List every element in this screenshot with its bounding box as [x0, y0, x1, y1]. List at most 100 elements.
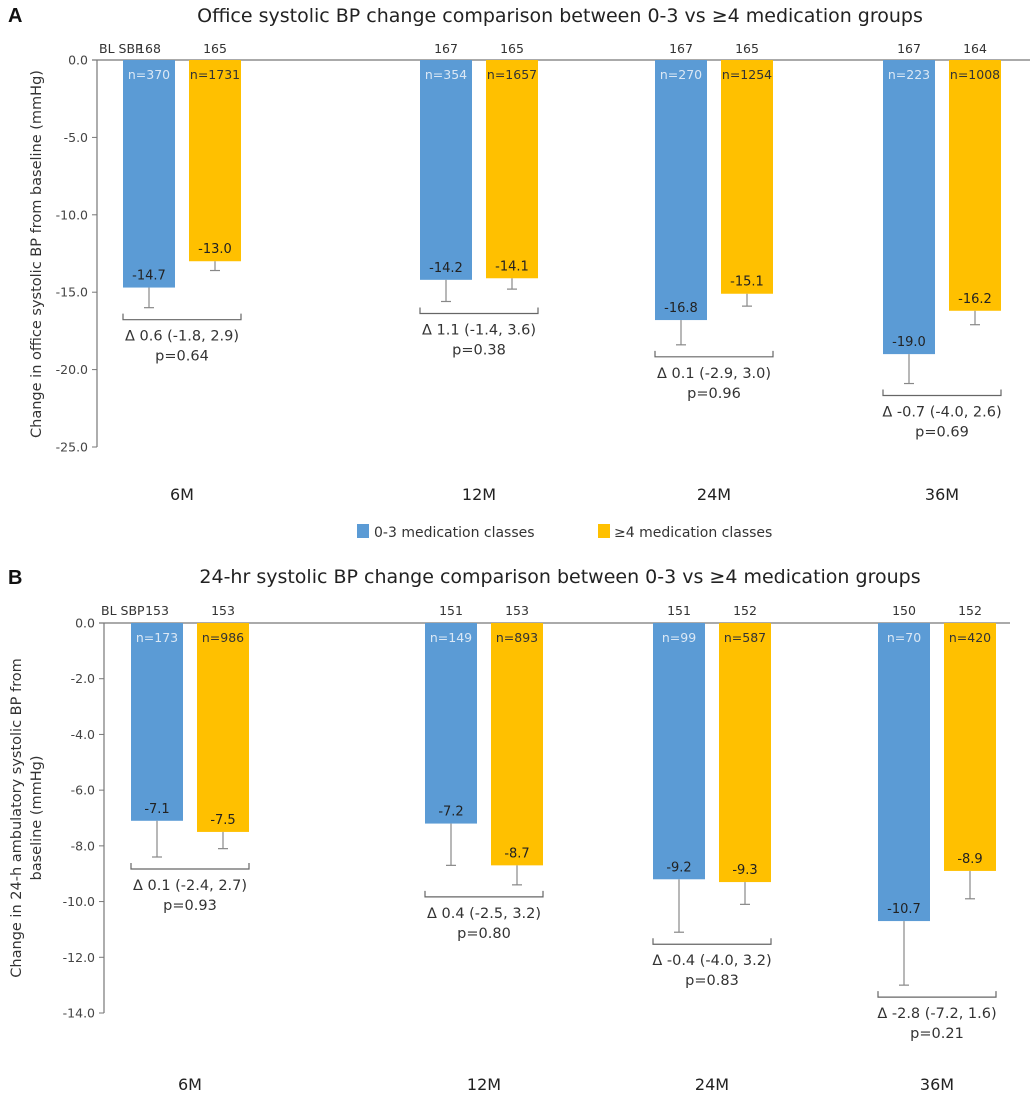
x-category-label: 6M: [178, 1075, 202, 1094]
baseline-sbp-label: 151: [439, 603, 463, 618]
baseline-sbp-label: 153: [145, 603, 169, 618]
n-label: n=893: [496, 630, 538, 645]
panel-b-letter: B: [8, 567, 22, 589]
x-category-label: 36M: [925, 485, 959, 504]
baseline-sbp-label: 165: [203, 41, 227, 56]
p-value-label: p=0.21: [910, 1026, 964, 1042]
y-tick-label: -10.0: [63, 894, 95, 909]
p-value-label: p=0.96: [687, 386, 741, 402]
panel-b-title: 24-hr systolic BP change comparison betw…: [199, 566, 920, 588]
y-tick-label: -14.0: [63, 1006, 95, 1021]
panel-b-y-axis-label-line2: baseline (mmHg): [29, 755, 45, 880]
baseline-sbp-label: 153: [505, 603, 529, 618]
delta-label: Δ -0.7 (-4.0, 2.6): [882, 405, 1001, 421]
bar-0-3-classes: [123, 60, 175, 288]
n-label: n=70: [887, 630, 921, 645]
comparison-bracket: [877, 991, 997, 998]
panel-a-bl-sbp-label: BL SBP: [99, 41, 143, 56]
baseline-sbp-label: 153: [211, 603, 235, 618]
n-label: n=270: [660, 67, 702, 82]
n-label: n=1008: [950, 67, 1000, 82]
legend-swatch-4plus: [598, 524, 610, 538]
y-tick-label: -5.0: [64, 130, 88, 145]
baseline-sbp-label: 152: [733, 603, 757, 618]
panel-a-title: Office systolic BP change comparison bet…: [197, 5, 923, 27]
delta-label: Δ 0.1 (-2.9, 3.0): [657, 366, 771, 382]
comparison-bracket: [424, 890, 544, 898]
n-label: n=149: [430, 630, 472, 645]
bar-4plus-classes: [491, 623, 543, 866]
y-tick-label: 0.0: [75, 616, 95, 631]
value-label: -19.0: [892, 335, 926, 350]
value-label: -7.5: [210, 813, 235, 828]
n-label: n=587: [724, 630, 766, 645]
value-label: -16.8: [664, 301, 698, 316]
delta-label: Δ 0.6 (-1.8, 2.9): [125, 329, 239, 345]
value-label: -7.1: [144, 802, 169, 817]
p-value-label: p=0.80: [457, 926, 511, 942]
baseline-sbp-label: 165: [735, 41, 759, 56]
delta-label: Δ -2.8 (-7.2, 1.6): [877, 1006, 996, 1022]
n-label: n=1657: [487, 67, 537, 82]
value-label: -8.7: [504, 846, 529, 861]
x-category-label: 36M: [920, 1075, 954, 1094]
panel-b-plot: 0.0 -2.0 -4.0 -6.0 -8.0 -10.0 -12.0 -14.0 153 n=1…: [63, 603, 1010, 1094]
legend-swatch-0-3: [357, 524, 369, 538]
baseline-sbp-label: 167: [669, 41, 693, 56]
p-value-label: p=0.83: [685, 973, 739, 989]
bar-0-3-classes: [425, 623, 477, 824]
panel-b-bl-sbp-label: BL SBP: [101, 603, 145, 618]
delta-label: Δ 1.1 (-1.4, 3.6): [422, 322, 536, 338]
n-label: n=354: [425, 67, 467, 82]
bar-4plus-classes: [719, 623, 771, 883]
y-tick-label: -4.0: [71, 727, 95, 742]
n-label: n=1731: [190, 67, 240, 82]
legend-label-0-3: 0-3 medication classes: [374, 525, 535, 541]
n-label: n=99: [662, 630, 696, 645]
value-label: -15.1: [730, 275, 764, 290]
baseline-sbp-label: 151: [667, 603, 691, 618]
panel-a-letter: A: [8, 5, 22, 27]
bar-4plus-classes: [486, 60, 538, 279]
baseline-sbp-label: 152: [958, 603, 982, 618]
comparison-bracket: [122, 313, 242, 321]
p-value-label: p=0.64: [155, 349, 209, 365]
y-tick-label: -20.0: [56, 362, 88, 377]
bar-4plus-classes: [949, 60, 1001, 311]
baseline-sbp-label: 167: [897, 41, 921, 56]
comparison-bracket: [130, 863, 250, 870]
comparison-bracket: [654, 350, 774, 358]
bar-0-3-classes: [883, 60, 935, 355]
x-category-label: 24M: [697, 485, 731, 504]
value-label: -14.2: [429, 261, 463, 276]
panel-a-plot: 0.0 -5.0 -10.0 -15.0 -20.0 -25.0 168 n=370 -14.7…: [56, 41, 1030, 504]
bar-0-3-classes: [655, 60, 707, 321]
baseline-sbp-label: 167: [434, 41, 458, 56]
y-tick-label: -8.0: [71, 838, 95, 853]
value-label: -16.2: [958, 292, 992, 307]
legend: 0-3 medication classes ≥4 medication cla…: [357, 524, 772, 541]
n-label: n=986: [202, 630, 244, 645]
y-tick-label: -6.0: [71, 783, 95, 798]
baseline-sbp-label: 150: [892, 603, 916, 618]
p-value-label: p=0.38: [452, 342, 506, 358]
p-value-label: p=0.93: [163, 898, 217, 914]
delta-label: Δ -0.4 (-4.0, 3.2): [652, 953, 771, 969]
y-tick-label: -15.0: [56, 285, 88, 300]
bar-0-3-classes: [878, 623, 930, 922]
x-category-label: 12M: [467, 1075, 501, 1094]
panel-a-y-axis-label: Change in office systolic BP from baseli…: [29, 70, 45, 438]
x-category-label: 6M: [170, 485, 194, 504]
comparison-bracket: [419, 307, 539, 315]
n-label: n=173: [136, 630, 178, 645]
delta-label: Δ 0.1 (-2.4, 2.7): [133, 878, 247, 894]
n-label: n=420: [949, 630, 991, 645]
value-label: -14.1: [495, 259, 529, 274]
y-tick-label: 0.0: [68, 53, 88, 68]
y-tick-label: -25.0: [56, 440, 88, 455]
bar-0-3-classes: [420, 60, 472, 280]
baseline-sbp-label: 164: [963, 41, 987, 56]
bar-4plus-classes: [721, 60, 773, 294]
n-label: n=370: [128, 67, 170, 82]
